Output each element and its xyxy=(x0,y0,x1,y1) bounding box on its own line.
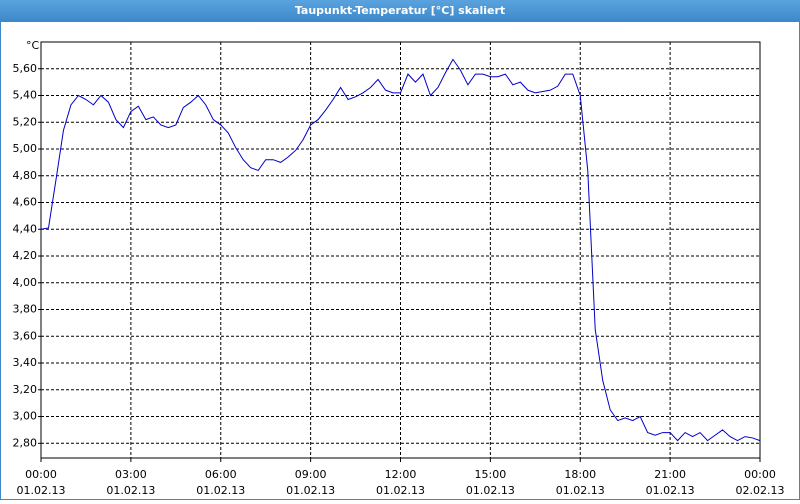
x-tick-label: 01.02.13 xyxy=(556,484,605,497)
y-tick-label: 4,80 xyxy=(13,169,38,182)
y-tick-label: 4,00 xyxy=(13,276,38,289)
y-tick-label: 5,20 xyxy=(13,115,38,128)
y-tick-label: 3,60 xyxy=(13,329,38,342)
x-tick-label: 00:00 xyxy=(744,468,776,481)
x-tick-label: 12:00 xyxy=(385,468,417,481)
chart-title: Taupunkt-Temperatur [°C] skaliert xyxy=(295,4,505,17)
y-tick-label: 4,20 xyxy=(13,249,38,262)
x-tick-label: 01.02.13 xyxy=(466,484,515,497)
data-line xyxy=(40,58,761,442)
y-tick-label: 3,00 xyxy=(13,410,38,423)
x-tick-label: 21:00 xyxy=(654,468,686,481)
x-tick-label: 01.02.13 xyxy=(376,484,425,497)
y-tick-label: 4,40 xyxy=(13,222,38,235)
y-tick-label: 5,00 xyxy=(13,142,38,155)
y-tick-label: 4,60 xyxy=(13,196,38,209)
x-tick-label: 01.02.13 xyxy=(106,484,155,497)
y-tick-label: 5,60 xyxy=(13,62,38,75)
y-unit: °C xyxy=(26,39,40,52)
title-bar xyxy=(0,0,800,22)
y-tick-label: 5,40 xyxy=(13,89,38,102)
x-tick-label: 01.02.13 xyxy=(286,484,335,497)
x-tick-label: 03:00 xyxy=(115,468,147,481)
y-tick-label: 3,20 xyxy=(13,383,38,396)
x-tick-label: 18:00 xyxy=(564,468,596,481)
y-tick-label: 2,80 xyxy=(13,436,38,449)
y-tick-label: 3,40 xyxy=(13,356,38,369)
x-tick-label: 01.02.13 xyxy=(646,484,695,497)
x-tick-label: 06:00 xyxy=(205,468,237,481)
x-tick-label: 15:00 xyxy=(475,468,507,481)
x-tick-label: 00:00 xyxy=(25,468,57,481)
x-tick-label: 02.02.13 xyxy=(736,484,785,497)
y-tick-label: 3,80 xyxy=(13,303,38,316)
x-tick-label: 09:00 xyxy=(295,468,327,481)
x-tick-label: 01.02.13 xyxy=(17,484,66,497)
x-tick-label: 01.02.13 xyxy=(196,484,245,497)
